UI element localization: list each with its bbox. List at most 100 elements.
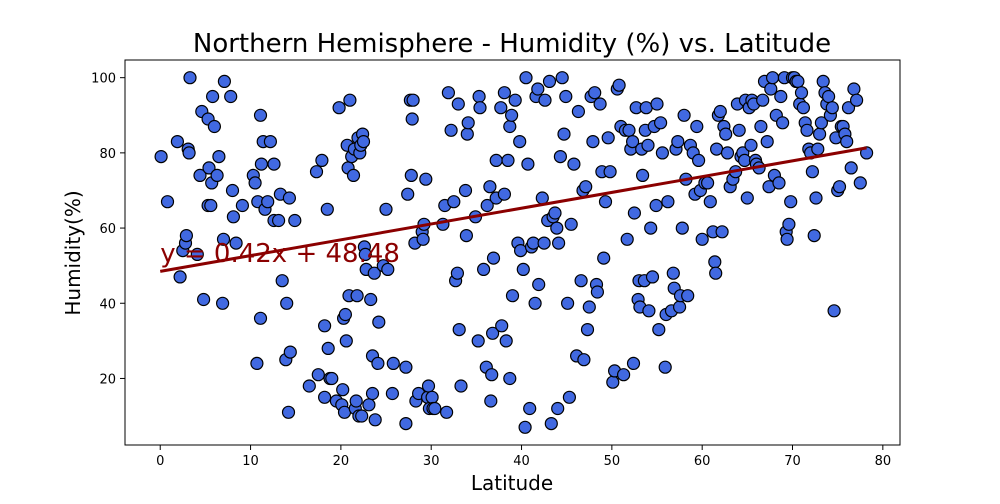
data-point	[302, 379, 316, 393]
data-point	[160, 195, 175, 209]
data-point	[486, 251, 501, 265]
data-point	[460, 127, 474, 141]
data-point	[254, 157, 268, 171]
data-point	[709, 266, 723, 280]
data-point	[772, 176, 786, 190]
data-point	[364, 292, 378, 307]
data-point	[740, 191, 754, 205]
data-point	[275, 274, 289, 288]
data-point	[503, 371, 517, 386]
data-point	[226, 210, 240, 224]
data-point	[559, 89, 573, 104]
data-point	[531, 82, 545, 96]
data-point	[853, 176, 867, 190]
x-tick-label: 60	[694, 454, 711, 469]
data-point	[494, 101, 508, 115]
x-tick-label: 10	[242, 454, 259, 469]
data-point	[567, 157, 581, 171]
data-point	[760, 135, 774, 149]
data-point	[807, 229, 821, 243]
data-point	[425, 390, 439, 404]
data-point	[800, 123, 814, 137]
data-point	[551, 401, 565, 416]
plot-area	[124, 59, 901, 446]
x-tick-label: 50	[604, 454, 621, 469]
data-point	[336, 383, 350, 397]
data-point	[775, 116, 790, 130]
data-point	[528, 296, 542, 310]
data-point	[311, 368, 325, 382]
data-point	[597, 251, 611, 265]
data-point	[505, 289, 520, 303]
data-point	[261, 195, 275, 209]
data-point	[173, 270, 187, 284]
data-point	[521, 157, 535, 171]
data-point	[627, 206, 642, 220]
data-point	[253, 108, 268, 122]
x-tick-label: 20	[333, 454, 350, 469]
data-point	[756, 93, 770, 107]
scatter-points	[154, 71, 874, 434]
data-point	[703, 195, 717, 209]
data-point	[489, 153, 503, 167]
y-axis: 20 40 60 80 100	[91, 72, 125, 387]
x-tick-label: 70	[784, 454, 801, 469]
data-point	[499, 334, 513, 348]
data-point	[372, 315, 386, 329]
data-point	[532, 277, 546, 292]
data-point	[197, 292, 211, 307]
x-tick-label: 80	[875, 454, 892, 469]
y-tick-label: 60	[99, 222, 116, 237]
data-point	[248, 176, 262, 190]
data-point	[212, 150, 226, 164]
data-point	[202, 161, 216, 175]
data-point	[362, 398, 376, 412]
data-point	[516, 262, 530, 276]
data-point	[653, 116, 668, 130]
data-point	[281, 405, 296, 419]
data-point	[658, 360, 672, 374]
data-point	[513, 244, 528, 258]
data-point	[503, 119, 517, 134]
data-point	[644, 221, 658, 235]
data-point	[671, 135, 685, 149]
data-point	[428, 401, 442, 416]
data-point	[849, 93, 864, 107]
data-point	[616, 368, 631, 382]
data-point	[170, 135, 184, 149]
data-point	[216, 232, 231, 246]
data-point	[571, 104, 586, 119]
data-point	[603, 165, 617, 179]
x-tick-label: 0	[156, 454, 164, 469]
data-point	[356, 135, 371, 149]
data-point	[471, 334, 485, 348]
data-point	[385, 386, 399, 401]
data-point	[235, 198, 249, 213]
data-point	[508, 93, 522, 107]
data-point	[720, 146, 735, 160]
data-point	[419, 172, 433, 186]
data-point	[672, 300, 687, 314]
data-point	[625, 135, 640, 149]
data-point	[805, 165, 820, 179]
data-point	[473, 101, 487, 115]
data-point	[606, 375, 620, 389]
data-point	[661, 195, 675, 209]
data-point	[695, 232, 709, 246]
data-point	[217, 74, 231, 89]
data-point	[315, 153, 329, 167]
data-point	[441, 86, 455, 100]
data-point	[550, 221, 564, 235]
data-point	[593, 97, 607, 111]
data-point	[461, 116, 475, 130]
data-point	[288, 213, 302, 228]
data-point	[782, 217, 796, 231]
data-point	[337, 405, 352, 419]
data-point	[622, 123, 636, 137]
data-point	[210, 168, 224, 182]
data-point	[381, 262, 395, 276]
data-point	[401, 187, 415, 201]
data-point	[635, 168, 650, 182]
data-point	[655, 146, 670, 160]
data-point	[590, 285, 605, 299]
